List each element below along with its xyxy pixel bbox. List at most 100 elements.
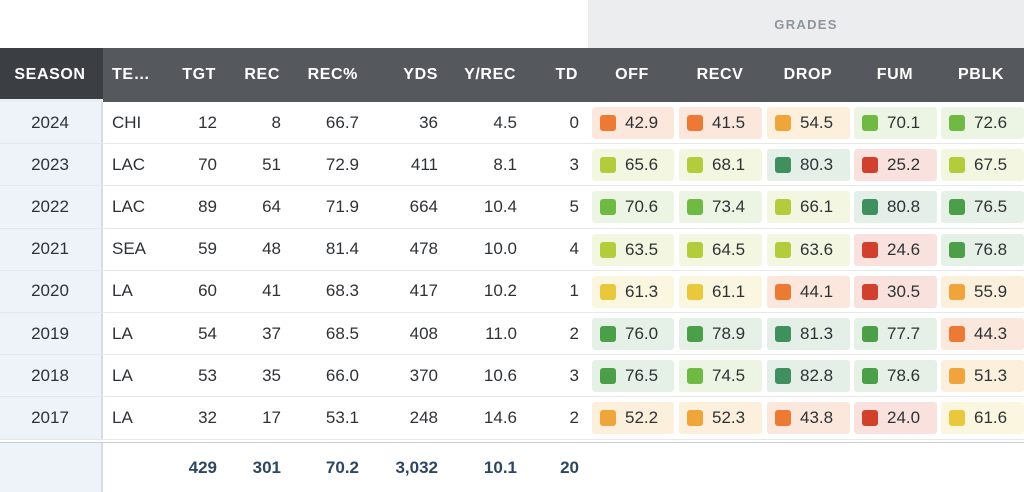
- cell-team[interactable]: SEA: [112, 239, 147, 259]
- grade-badge-off[interactable]: 42.9: [592, 107, 674, 139]
- grade-badge-off[interactable]: 52.2: [592, 402, 674, 435]
- grade-badge-off[interactable]: 76.0: [592, 317, 674, 350]
- grade-badge-fum[interactable]: 24.0: [854, 402, 937, 435]
- cell-team[interactable]: LA: [112, 365, 133, 385]
- totals-season-cell: [0, 443, 103, 492]
- cell-team[interactable]: LAC: [112, 154, 146, 174]
- grade-badge-recv[interactable]: 74.5: [679, 360, 762, 393]
- grade-color-indicator: [862, 283, 878, 300]
- grade-value: 30.5: [887, 281, 921, 301]
- column-header-tgt[interactable]: TGT: [182, 66, 216, 83]
- grade-badge-drop[interactable]: 66.1: [767, 191, 850, 224]
- grade-value: 64.5: [712, 239, 746, 259]
- column-header-off[interactable]: OFF: [615, 66, 649, 83]
- column-header-drop[interactable]: DROP: [783, 66, 833, 83]
- cell-td: 5: [569, 196, 579, 216]
- grade-badge-pblk[interactable]: 61.6: [941, 402, 1024, 435]
- cell-season: 2017: [31, 407, 69, 427]
- column-header-rec-pct[interactable]: REC%: [307, 66, 358, 83]
- grade-color-indicator: [949, 157, 965, 174]
- grade-badge-off[interactable]: 63.5: [592, 233, 674, 266]
- cell-td: 0: [569, 112, 579, 132]
- grade-color-indicator: [687, 241, 703, 258]
- cell-rec-pct: 66.7: [325, 112, 359, 132]
- grade-badge-recv[interactable]: 78.9: [679, 317, 762, 350]
- grade-badge-pblk[interactable]: 51.3: [941, 360, 1024, 393]
- grade-color-indicator: [949, 283, 965, 300]
- grade-badge-drop[interactable]: 81.3: [767, 317, 850, 350]
- grade-badge-pblk[interactable]: 72.6: [941, 107, 1024, 139]
- cell-rec: 17: [262, 407, 281, 427]
- grade-badge-drop[interactable]: 44.1: [767, 275, 850, 308]
- cell-tgt: 12: [198, 112, 217, 132]
- cell-team[interactable]: LA: [112, 281, 133, 301]
- grade-badge-recv[interactable]: 52.3: [679, 402, 762, 435]
- cell-td: 2: [569, 407, 579, 427]
- column-header-rec[interactable]: REC: [244, 66, 280, 83]
- total-td: 20: [560, 457, 579, 477]
- grade-color-indicator: [862, 368, 878, 385]
- grade-badge-recv[interactable]: 68.1: [679, 149, 762, 182]
- grade-badge-fum[interactable]: 30.5: [854, 275, 937, 308]
- grade-badge-pblk[interactable]: 76.8: [941, 233, 1024, 266]
- column-header-yds[interactable]: YDS: [403, 66, 438, 83]
- grade-badge-pblk[interactable]: 67.5: [941, 149, 1024, 182]
- grade-value: 25.2: [887, 155, 921, 175]
- grade-badge-drop[interactable]: 63.6: [767, 233, 850, 266]
- grade-color-indicator: [949, 410, 965, 427]
- table-header: SEASON TE… TGT REC REC% YDS Y/REC TD OFF…: [0, 48, 1024, 102]
- grade-color-indicator: [600, 241, 616, 258]
- grade-badge-fum[interactable]: 24.6: [854, 233, 937, 266]
- cell-y-rec: 8.1: [493, 154, 517, 174]
- season-cell-bg: [0, 270, 103, 312]
- grade-badge-drop[interactable]: 82.8: [767, 360, 850, 393]
- grade-badge-pblk[interactable]: 44.3: [941, 317, 1024, 350]
- grade-badge-fum[interactable]: 78.6: [854, 360, 937, 393]
- column-header-recv[interactable]: RECV: [696, 66, 744, 83]
- grade-badge-fum[interactable]: 80.8: [854, 191, 937, 224]
- column-header-y-rec[interactable]: Y/REC: [464, 66, 516, 83]
- cell-team[interactable]: LAC: [112, 196, 146, 216]
- cell-team[interactable]: CHI: [112, 112, 142, 132]
- grade-badge-fum[interactable]: 77.7: [854, 317, 937, 350]
- grade-badge-recv[interactable]: 41.5: [679, 107, 762, 139]
- grade-badge-off[interactable]: 61.3: [592, 275, 674, 308]
- grade-badge-drop[interactable]: 80.3: [767, 149, 850, 182]
- cell-rec-pct: 72.9: [325, 154, 359, 174]
- grade-badge-drop[interactable]: 43.8: [767, 402, 850, 435]
- grade-badge-off[interactable]: 76.5: [592, 360, 674, 393]
- grade-color-indicator: [949, 368, 965, 385]
- column-header-fum[interactable]: FUM: [876, 66, 914, 83]
- grade-badge-drop[interactable]: 54.5: [767, 107, 850, 139]
- grade-value: 76.5: [974, 197, 1008, 217]
- grade-color-indicator: [775, 283, 791, 300]
- grade-value: 24.0: [887, 408, 921, 428]
- grade-badge-off[interactable]: 70.6: [592, 191, 674, 224]
- cell-y-rec: 4.5: [493, 112, 517, 132]
- grade-badge-pblk[interactable]: 55.9: [941, 275, 1024, 308]
- cell-season: 2018: [31, 365, 69, 385]
- grade-badge-recv[interactable]: 61.1: [679, 275, 762, 308]
- grade-color-indicator: [775, 241, 791, 258]
- cell-rec: 37: [262, 323, 281, 343]
- column-header-pblk[interactable]: PBLK: [958, 66, 1004, 83]
- cell-y-rec: 10.2: [483, 281, 517, 301]
- grade-badge-off[interactable]: 65.6: [592, 149, 674, 182]
- grade-badge-fum[interactable]: 25.2: [854, 149, 937, 182]
- column-header-team[interactable]: TE…: [112, 66, 151, 83]
- cell-team[interactable]: LA: [112, 323, 133, 343]
- cell-y-rec: 10.4: [483, 196, 517, 216]
- grade-value: 61.1: [712, 281, 746, 301]
- total-rec-pct: 70.2: [325, 457, 359, 477]
- column-header-season[interactable]: SEASON: [14, 66, 86, 83]
- grade-badge-pblk[interactable]: 76.5: [941, 191, 1024, 224]
- grade-value: 66.1: [800, 197, 834, 217]
- cell-team[interactable]: LA: [112, 407, 133, 427]
- grade-color-indicator: [775, 115, 791, 131]
- grade-badge-recv[interactable]: 64.5: [679, 233, 762, 266]
- grade-badge-recv[interactable]: 73.4: [679, 191, 762, 224]
- grade-value: 54.5: [800, 113, 834, 132]
- column-header-td[interactable]: TD: [555, 66, 578, 83]
- season-cell-bg: [0, 355, 103, 397]
- grade-badge-fum[interactable]: 70.1: [854, 107, 937, 139]
